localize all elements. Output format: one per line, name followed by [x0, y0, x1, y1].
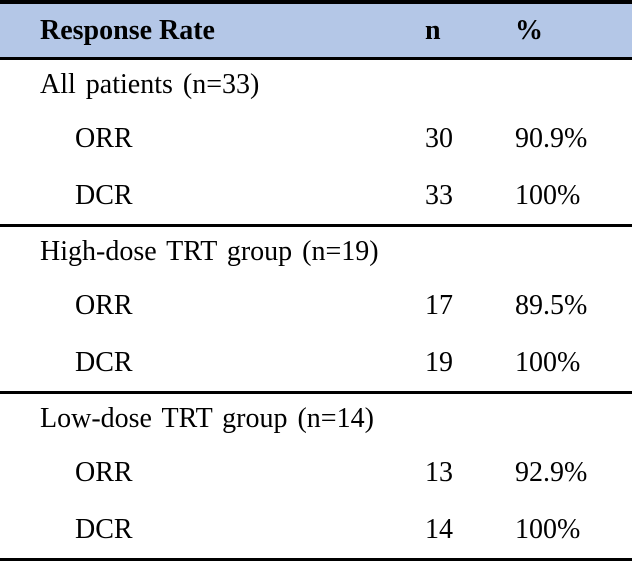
- section-title: High-dose TRT group (n=19): [40, 236, 379, 267]
- row-percent-value: 100%: [515, 334, 632, 394]
- row-n-value: 13: [425, 456, 453, 488]
- section-all-patients: All patients (n=33) ORR 30 90.9% DCR 33 …: [0, 59, 632, 227]
- section-title-row: Low-dose TRT group (n=14): [0, 393, 632, 445]
- row-label: DCR: [0, 334, 425, 394]
- row-percent-value: 92.9%: [515, 456, 588, 488]
- table-row: ORR 30 90.9%: [0, 110, 632, 167]
- section-high-dose-trt: High-dose TRT group (n=19) ORR 17 89.5% …: [0, 226, 632, 394]
- section-title: All patients (n=33): [40, 69, 260, 100]
- row-label: ORR: [75, 289, 133, 321]
- row-label: ORR: [75, 122, 133, 154]
- row-label: DCR: [0, 167, 425, 227]
- row-percent-value: 90.9%: [515, 122, 588, 154]
- section-title: Low-dose TRT group (n=14): [40, 403, 374, 434]
- table-row: DCR 14 100%: [0, 501, 632, 561]
- section-title-row: High-dose TRT group (n=19): [0, 226, 632, 278]
- table-row: DCR 33 100%: [0, 167, 632, 227]
- row-label: DCR: [0, 501, 425, 561]
- row-percent-value: 89.5%: [515, 289, 588, 321]
- response-rate-table: Response Rate n % All patients (n=33) OR…: [0, 0, 632, 561]
- table-header-row: Response Rate n %: [0, 2, 632, 60]
- row-percent-value: 100%: [515, 501, 632, 561]
- column-header-response-rate: Response Rate: [0, 2, 425, 60]
- row-n-value: 19: [425, 334, 515, 394]
- row-label: ORR: [75, 456, 133, 488]
- column-header-percent: %: [515, 2, 632, 60]
- table-row: DCR 19 100%: [0, 334, 632, 394]
- row-n-value: 14: [425, 501, 515, 561]
- row-n-value: 17: [425, 289, 453, 321]
- section-title-row: All patients (n=33): [0, 59, 632, 111]
- row-percent-value: 100%: [515, 167, 632, 227]
- table-row: ORR 17 89.5%: [0, 277, 632, 334]
- column-header-n: n: [425, 2, 515, 60]
- table-row: ORR 13 92.9%: [0, 444, 632, 501]
- section-low-dose-trt: Low-dose TRT group (n=14) ORR 13 92.9% D…: [0, 393, 632, 561]
- row-n-value: 30: [425, 122, 453, 154]
- row-n-value: 33: [425, 167, 515, 227]
